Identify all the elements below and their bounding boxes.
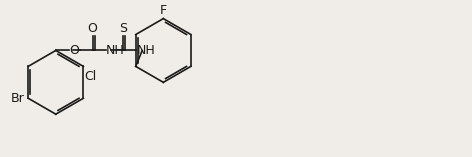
Text: O: O xyxy=(88,22,98,35)
Text: NH: NH xyxy=(137,44,156,57)
Text: Br: Br xyxy=(10,92,24,105)
Text: O: O xyxy=(69,44,79,57)
Text: S: S xyxy=(119,22,127,35)
Text: F: F xyxy=(160,4,167,17)
Text: NH: NH xyxy=(106,44,125,57)
Text: Cl: Cl xyxy=(84,70,97,83)
